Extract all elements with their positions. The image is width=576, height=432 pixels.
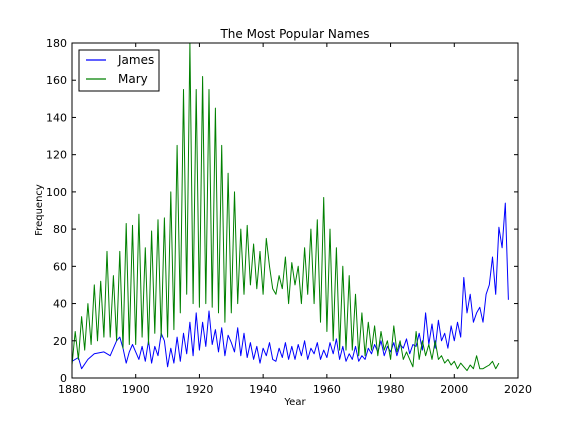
series-layer — [71, 42, 509, 372]
legend-label-james: James — [117, 53, 154, 67]
legend-box — [78, 49, 160, 92]
legend-label-mary: Mary — [118, 72, 148, 86]
x-tick-label: 1940 — [249, 383, 277, 396]
x-tick-label: 2020 — [504, 383, 532, 396]
x-axis-title: Year — [283, 397, 306, 408]
y-tick-label: 60 — [53, 260, 67, 273]
y-tick-label: 0 — [60, 372, 67, 385]
x-tick-label: 2000 — [440, 383, 468, 396]
x-tick-label: 1900 — [122, 383, 150, 396]
y-tick-label: 140 — [46, 111, 67, 124]
y-tick-label: 120 — [46, 149, 67, 162]
y-axis-title: Frequency — [34, 184, 45, 236]
y-tick-label: 160 — [46, 74, 67, 87]
y-tick-label: 180 — [46, 37, 67, 50]
y-tick-label: 20 — [53, 335, 67, 348]
x-tick-label: 1880 — [58, 383, 86, 396]
y-tick-label: 100 — [46, 186, 67, 199]
y-tick-label: 80 — [53, 223, 67, 236]
y-axis: 0 20 40 60 80 100 120 140 160 180 — [46, 37, 518, 385]
legend: James Mary — [78, 49, 160, 92]
x-axis: 1880 1900 1920 1940 1960 1980 2000 2020 — [58, 43, 532, 396]
plot-frame — [71, 42, 519, 379]
series-line-mary — [71, 42, 500, 372]
x-tick-label: 1960 — [313, 383, 341, 396]
x-tick-label: 1980 — [377, 383, 405, 396]
x-tick-label: 1920 — [185, 383, 213, 396]
chart-title: The Most Popular Names — [219, 27, 369, 41]
series-line-james — [71, 202, 509, 370]
y-tick-label: 40 — [53, 298, 67, 311]
